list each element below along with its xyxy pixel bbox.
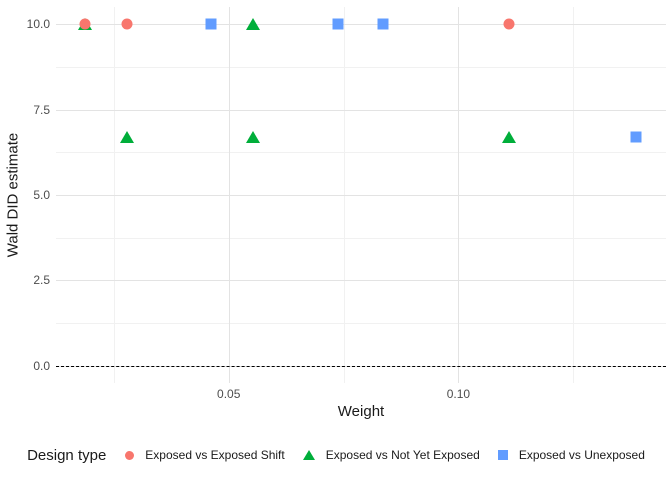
legend-marker-triangle [302,450,315,460]
y-axis-title: Wald DID estimate [4,132,22,258]
y-tick-label: 10.0 [26,17,50,32]
h-gridline-minor [56,237,666,239]
x-axis-title: Weight [337,403,385,420]
h-gridline-minor [56,152,666,154]
legend-item: Exposed vs Not Yet Exposed [302,448,480,462]
legend-marker-circle [125,450,135,460]
y-tick-label: 5.0 [33,188,50,202]
data-point-triangle [502,130,517,143]
data-point-triangle [246,130,261,143]
data-point-circle [121,18,133,30]
data-point-circle [79,18,91,30]
plot-panel [56,7,666,383]
h-gridline-minor [56,66,666,68]
data-point-square [205,18,217,30]
v-gridline-major [228,7,230,383]
zero-reference-line [56,365,666,367]
y-tick-label: 2.5 [33,273,50,288]
legend-item-label: Exposed vs Exposed Shift [145,448,285,462]
h-gridline-major [56,195,666,196]
data-point-triangle [246,18,261,31]
legend-marker-square [497,450,508,460]
data-point-square [377,18,389,30]
y-tick-label: 7.5 [33,102,50,117]
legend-title: Design type [27,446,107,464]
x-tick-label: 0.10 [446,387,471,401]
legend-item: Exposed vs Exposed Shift [125,448,285,462]
legend-item-label: Exposed vs Unexposed [518,448,645,462]
legend-item-label: Exposed vs Not Yet Exposed [325,448,480,462]
y-tick-label: 0.0 [33,358,50,373]
legend: Design type Exposed vs Exposed Shift Expo… [0,444,672,466]
h-gridline-major [56,280,666,282]
legend-items: Exposed vs Exposed Shift Exposed vs Not Y… [125,448,645,462]
data-point-circle [503,18,515,30]
h-gridline-major [56,109,666,111]
data-point-square [332,18,344,30]
h-gridline-major [56,24,666,26]
v-gridline-major [458,7,460,383]
h-gridline-minor [56,323,666,325]
x-tick-label: 0.05 [217,387,241,401]
data-point-triangle [119,130,134,143]
legend-item: Exposed vs Unexposed [497,448,645,462]
data-point-square [630,131,642,143]
